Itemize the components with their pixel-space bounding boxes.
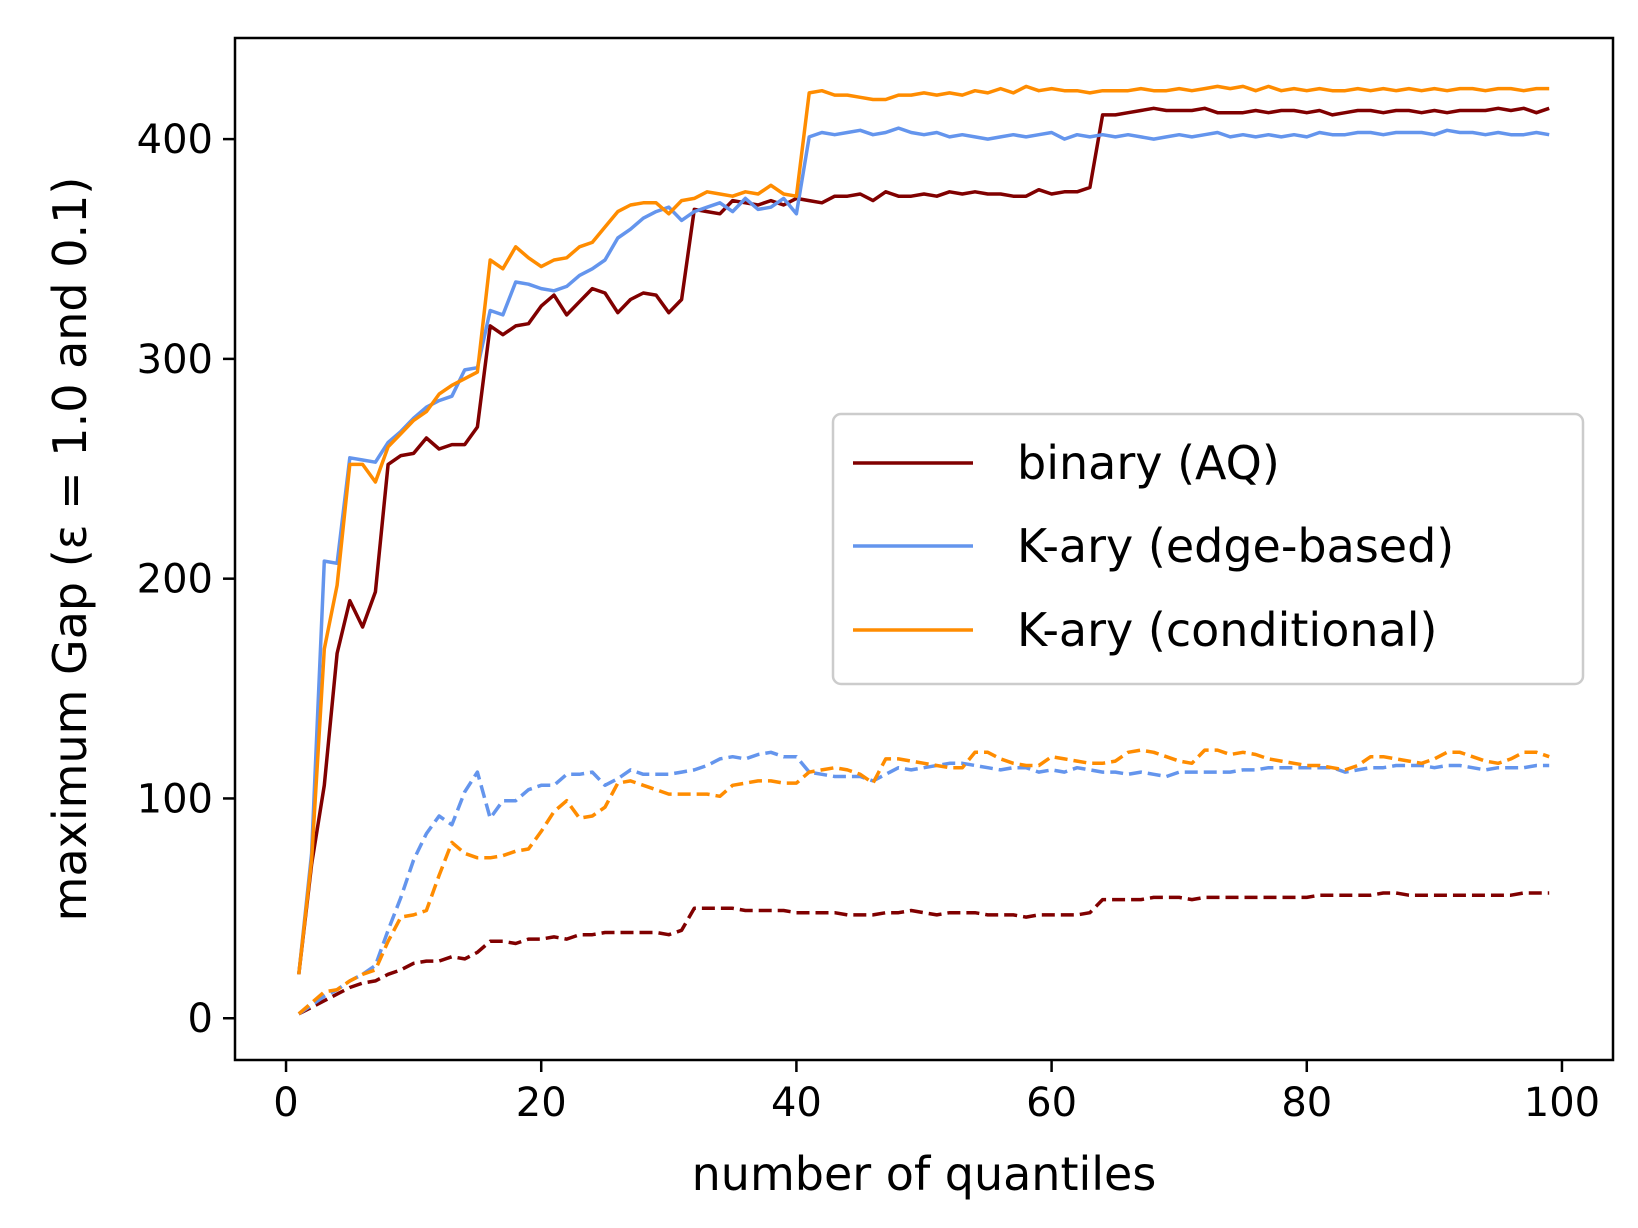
legend-box bbox=[831, 412, 1585, 686]
legend-label-k-ary-edge-based: K-ary (edge-based) bbox=[1017, 519, 1454, 573]
series-line-binary-aq-eps-0-1-dashed bbox=[298, 891, 1550, 1016]
x-axis-label: number of quantiles bbox=[692, 1147, 1157, 1201]
series-line-k-ary-edge-based-eps-0-1-dashed bbox=[297, 750, 1550, 1016]
plot-frame bbox=[233, 36, 1615, 1062]
y-tick-label-300: 300 bbox=[137, 337, 213, 383]
legend-label-binary-aq: binary (AQ) bbox=[1017, 436, 1280, 490]
legend-label-k-ary-conditional: K-ary (conditional) bbox=[1017, 603, 1437, 657]
y-tick-label-200: 200 bbox=[137, 557, 213, 603]
legend: binary (AQ) K-ary (edge-based) K-ary (co… bbox=[831, 412, 1585, 686]
x-tick-label-40: 40 bbox=[771, 1080, 822, 1126]
x-tick-label-80: 80 bbox=[1281, 1080, 1332, 1126]
series-line-k-ary-conditional-eps-1-0-solid bbox=[297, 84, 1550, 975]
x-tick-label-20: 20 bbox=[516, 1080, 567, 1126]
x-tick-label-0: 0 bbox=[273, 1080, 298, 1126]
series-line-k-ary-edge-based-eps-1-0-solid bbox=[297, 126, 1550, 975]
y-tick-label-0: 0 bbox=[188, 996, 213, 1042]
x-axis: 0 20 40 60 80 100 bbox=[273, 1060, 1600, 1126]
x-tick-label-60: 60 bbox=[1026, 1080, 1077, 1126]
y-tick-label-100: 100 bbox=[137, 776, 213, 822]
x-tick-label-100: 100 bbox=[1524, 1080, 1600, 1126]
series-layer bbox=[297, 84, 1550, 1016]
y-axis: 0 100 200 300 400 bbox=[137, 117, 235, 1042]
y-axis-label: maximum Gap (ε = 1.0 and 0.1) bbox=[43, 177, 97, 922]
series-line-binary-aq-eps-1-0-solid bbox=[297, 106, 1550, 975]
y-tick-label-400: 400 bbox=[137, 117, 213, 163]
series-line-k-ary-conditional-eps-0-1-dashed bbox=[297, 748, 1550, 1016]
